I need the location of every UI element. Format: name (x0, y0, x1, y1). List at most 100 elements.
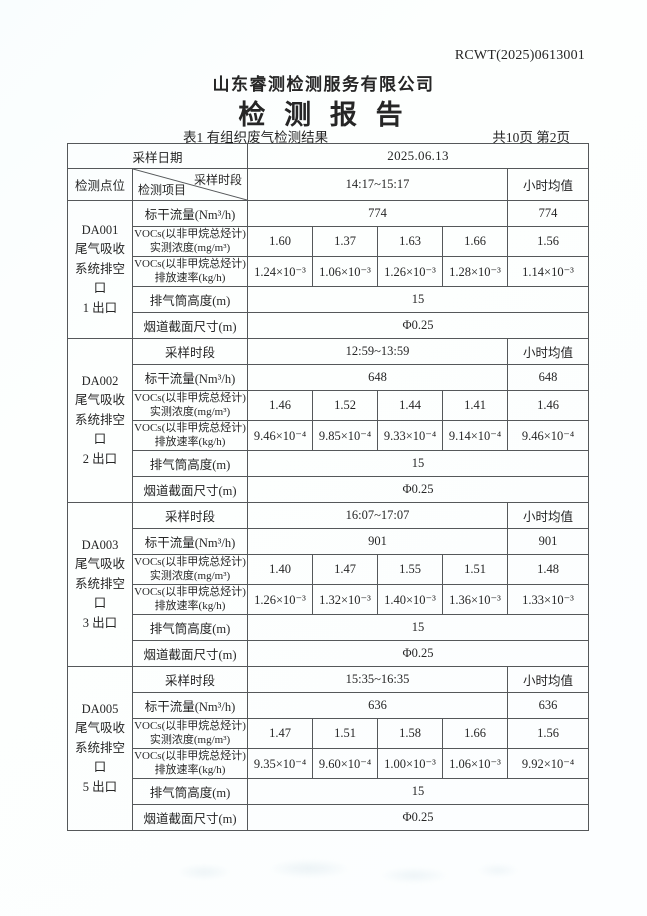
hour-avg-header: 小时均值 (507, 338, 590, 365)
stack-height-value: 15 (247, 286, 590, 313)
voc-label-line: VOCs(以非甲烷总烃计) (134, 719, 246, 732)
conc-value: 1.46 (247, 390, 314, 421)
table-row: VOCs(以非甲烷总烃计) 实测浓度(mg/m³) 1.47 1.51 1.58… (68, 718, 590, 749)
diagonal-header-item: 检测项目 (138, 183, 187, 197)
table-row: DA005 尾气吸收 系统排空口 5 出口 采样时段 15:35~16:35 小… (67, 666, 590, 831)
table-row: VOCs(以非甲烷总烃计) 排放速率(kg/h) 9.35×10⁻⁴ 9.60×… (68, 748, 590, 779)
point-line: DA002 (81, 374, 119, 389)
row-label-stack-height: 排气筒高度(m) (131, 614, 249, 641)
conc-value: 1.47 (312, 554, 379, 585)
voc-label-line: VOCs(以非甲烷总烃计) (134, 227, 246, 240)
rate-value: 1.32×10⁻³ (312, 584, 379, 615)
row-label-voc-rate: VOCs(以非甲烷总烃计) 排放速率(kg/h) (131, 748, 249, 779)
rate-avg-value: 1.14×10⁻³ (507, 256, 590, 287)
table-row: 排气筒高度(m) 15 (68, 778, 590, 805)
voc-label-line: VOCs(以非甲烷总烃计) (134, 257, 246, 270)
rate-avg-value: 9.46×10⁻⁴ (507, 420, 590, 451)
table-row: 排气筒高度(m) 15 (68, 450, 590, 477)
hour-avg-header: 小时均值 (507, 502, 590, 529)
page-indicator: 共10页 第2页 (492, 130, 570, 145)
conc-label-line: 实测浓度(mg/m³) (149, 241, 231, 254)
rate-value: 1.26×10⁻³ (377, 256, 444, 287)
row-label-stack-height: 排气筒高度(m) (131, 450, 249, 477)
rate-value: 9.46×10⁻⁴ (247, 420, 314, 451)
table-row: 标干流量(Nm³/h) 636 636 (68, 692, 590, 719)
duct-size-value: Φ0.25 (247, 640, 590, 667)
diagonal-divider-line (133, 169, 247, 200)
point-line: 系统排空口 (74, 576, 125, 611)
sample-date-value: 2025.06.13 (247, 143, 590, 169)
sample-date-label: 采样日期 (66, 143, 249, 169)
voc-label-line: VOCs(以非甲烷总烃计) (134, 391, 246, 404)
monitoring-point-header: 检测点位 (67, 168, 133, 201)
conc-value: 1.51 (312, 718, 379, 749)
rate-value: 1.24×10⁻³ (247, 256, 314, 287)
conc-value: 1.37 (312, 226, 379, 257)
flow-avg-value: 901 (507, 528, 590, 555)
table-row: VOCs(以非甲烷总烃计) 实测浓度(mg/m³) 1.40 1.47 1.55… (68, 554, 590, 585)
table-row: DA003 尾气吸收 系统排空口 3 出口 采样时段 16:07~17:07 小… (67, 502, 590, 667)
table-row: 烟道截面尺寸(m) Φ0.25 (68, 476, 590, 503)
row-label-period: 采样时段 (131, 666, 249, 693)
row-label-voc-concentration: VOCs(以非甲烷总烃计) 实测浓度(mg/m³) (131, 554, 249, 585)
row-label-voc-concentration: VOCs(以非甲烷总烃计) 实测浓度(mg/m³) (131, 718, 249, 749)
point-line: DA001 (81, 223, 119, 238)
row-label-flow: 标干流量(Nm³/h) (131, 692, 249, 719)
conc-avg-value: 1.56 (507, 718, 590, 749)
monitoring-point-da002: DA002 尾气吸收 系统排空口 2 出口 (67, 338, 133, 503)
rate-value: 9.60×10⁻⁴ (312, 748, 379, 779)
rate-value: 1.40×10⁻³ (377, 584, 444, 615)
rate-value: 1.26×10⁻³ (247, 584, 314, 615)
conc-value: 1.55 (377, 554, 444, 585)
row-label-flow: 标干流量(Nm³/h) (131, 364, 249, 391)
row-label-flow: 标干流量(Nm³/h) (131, 528, 249, 555)
rate-value: 1.28×10⁻³ (442, 256, 509, 287)
flow-value: 648 (247, 364, 509, 391)
table-row: VOCs(以非甲烷总烃计) 排放速率(kg/h) 1.26×10⁻³ 1.32×… (68, 584, 590, 615)
conc-value: 1.63 (377, 226, 444, 257)
rate-value: 1.36×10⁻³ (442, 584, 509, 615)
rate-label-line: 排放速率(kg/h) (154, 271, 226, 284)
conc-value: 1.47 (247, 718, 314, 749)
voc-label-line: VOCs(以非甲烷总烃计) (134, 749, 246, 762)
table-row: VOCs(以非甲烷总烃计) 排放速率(kg/h) 1.24×10⁻³ 1.06×… (68, 256, 590, 287)
row-label-voc-concentration: VOCs(以非甲烷总烃计) 实测浓度(mg/m³) (131, 390, 249, 421)
row-label-period: 采样时段 (131, 502, 249, 529)
conc-label-line: 实测浓度(mg/m³) (149, 405, 231, 418)
monitoring-point-da001: DA001 尾气吸收 系统排空口 1 出口 (67, 200, 133, 339)
rate-value: 1.06×10⁻³ (312, 256, 379, 287)
conc-value: 1.44 (377, 390, 444, 421)
row-label-duct-size: 烟道截面尺寸(m) (131, 804, 249, 831)
table-row: VOCs(以非甲烷总烃计) 排放速率(kg/h) 9.46×10⁻⁴ 9.85×… (68, 420, 590, 451)
flow-value: 774 (247, 200, 509, 227)
duct-size-value: Φ0.25 (247, 476, 590, 503)
point-line: DA005 (81, 702, 119, 717)
conc-value: 1.52 (312, 390, 379, 421)
point-line: 尾气吸收 (74, 393, 125, 408)
rate-label-line: 排放速率(kg/h) (154, 599, 226, 612)
diagonal-header-cell: 采样时段 检测项目 (131, 168, 249, 201)
flow-avg-value: 636 (507, 692, 590, 719)
period-value: 12:59~13:59 (247, 338, 509, 365)
voc-label-line: VOCs(以非甲烷总烃计) (134, 421, 246, 434)
duct-size-value: Φ0.25 (247, 312, 590, 339)
conc-value: 1.60 (247, 226, 314, 257)
rate-avg-value: 1.33×10⁻³ (507, 584, 590, 615)
table-row: 烟道截面尺寸(m) Φ0.25 (68, 640, 590, 667)
monitoring-point-da005: DA005 尾气吸收 系统排空口 5 出口 (67, 666, 133, 831)
scan-artifact (120, 855, 540, 889)
point-line: 1 出口 (82, 300, 118, 315)
stack-height-value: 15 (247, 778, 590, 805)
row-label-period: 采样时段 (131, 338, 249, 365)
conc-value: 1.58 (377, 718, 444, 749)
voc-label-line: VOCs(以非甲烷总烃计) (134, 585, 246, 598)
emission-results-table: 采样日期 2025.06.13 检测点位 采样时段 检测项目 14:17~15:… (66, 143, 590, 831)
rate-value: 9.35×10⁻⁴ (247, 748, 314, 779)
table-caption-row: 表1 有组织废气检测结果 共10页 第2页 (67, 126, 588, 146)
diagonal-header-period: 采样时段 (194, 173, 243, 187)
flow-value: 901 (247, 528, 509, 555)
conc-avg-value: 1.56 (507, 226, 590, 257)
table-row: 标干流量(Nm³/h) 648 648 (68, 364, 590, 391)
row-label-stack-height: 排气筒高度(m) (131, 286, 249, 313)
